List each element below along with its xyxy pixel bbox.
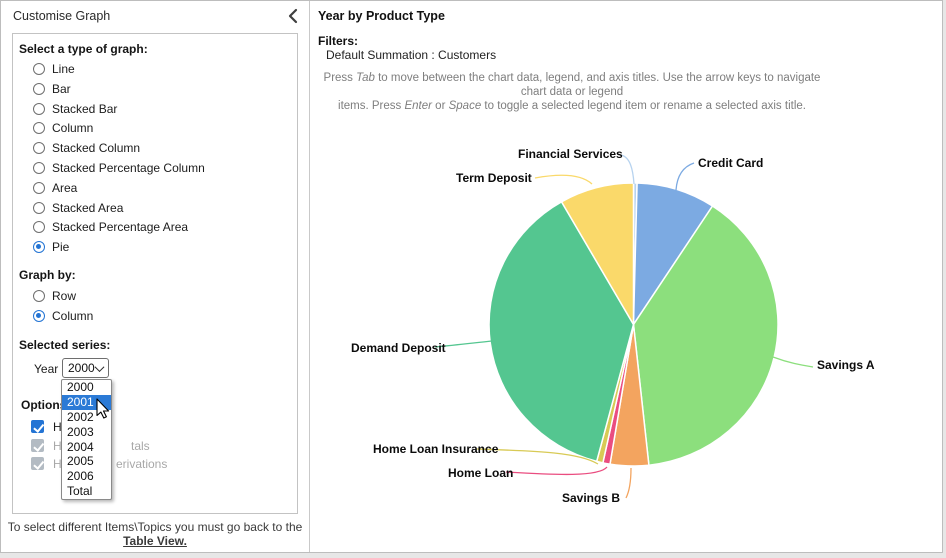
pie-slice-label-home-loan: Home Loan xyxy=(448,466,514,480)
checkbox-icon xyxy=(31,457,44,470)
footer-note: To select different Items\Topics you mus… xyxy=(1,520,309,548)
leader-line-savings-a xyxy=(772,356,814,368)
options-section-label: Options xyxy=(21,398,67,412)
graph-settings-box xyxy=(12,33,298,514)
radio-icon[interactable] xyxy=(33,181,45,194)
radio-icon[interactable] xyxy=(33,290,45,302)
radio-icon[interactable] xyxy=(33,142,45,155)
year-option-2000[interactable]: 2000 xyxy=(67,380,94,394)
year-option-2001[interactable]: 2001 xyxy=(62,394,111,410)
radio-label: Column xyxy=(52,308,94,323)
pie-slice-label-savings-b: Savings B xyxy=(562,491,621,505)
radio-option-row[interactable]: Row xyxy=(33,289,76,303)
leader-line-term-deposit xyxy=(534,174,593,185)
year-option-2004[interactable]: 2004 xyxy=(67,439,94,454)
pie-slice-label-credit-card: Credit Card xyxy=(698,156,764,170)
panel-title: Customise Graph xyxy=(13,9,111,23)
year-dropdown-list: 2000 2001 2002 2003 2004 2005 2006 Total xyxy=(61,379,112,501)
filters-value: Default Summation : Customers xyxy=(326,48,497,62)
footer-note-text: To select different Items\Topics you mus… xyxy=(7,520,303,534)
keyboard-hint-line2: items. Press Enter or Space to toggle a … xyxy=(338,100,806,112)
radio-option-stacked-percentage-area[interactable]: Stacked Percentage Area xyxy=(33,220,188,234)
radio-label: Area xyxy=(52,180,78,195)
radio-option-column[interactable]: Column xyxy=(33,309,93,323)
leader-line-financial-services xyxy=(620,154,635,185)
pie-slice-demand-deposit[interactable] xyxy=(488,201,635,463)
radio-icon[interactable] xyxy=(33,122,45,135)
year-option-2005[interactable]: 2005 xyxy=(67,454,94,469)
leader-line-credit-card xyxy=(675,162,695,191)
pie-slice-label-savings-a: Savings A xyxy=(817,358,875,372)
leader-line-home-loan-insurance xyxy=(476,448,599,465)
graph-by-section-label: Graph by: xyxy=(19,268,76,282)
year-option-2006[interactable]: 2006 xyxy=(67,469,94,484)
year-select[interactable]: 2000 xyxy=(62,358,109,378)
customise-graph-panel: Customise Graph Select a type of graph: … xyxy=(1,1,310,552)
pie-slice-label-term-deposit: Term Deposit xyxy=(456,171,532,185)
radio-icon[interactable] xyxy=(33,82,45,95)
table-view-link[interactable]: Table View. xyxy=(123,534,187,548)
option-checkbox-row: Hi xyxy=(31,457,64,471)
radio-label: Stacked Area xyxy=(52,200,124,215)
radio-label: Line xyxy=(52,62,75,76)
radio-option-area[interactable]: Area xyxy=(33,181,77,195)
chevron-left-icon xyxy=(288,8,298,24)
keyboard-hint-line1: Press Tab to move between the chart data… xyxy=(323,72,821,98)
radio-label: Stacked Bar xyxy=(52,101,118,116)
radio-icon[interactable] xyxy=(33,309,45,322)
radio-label: Row xyxy=(52,289,77,303)
radio-label: Stacked Percentage Column xyxy=(52,161,205,175)
option-checkbox-row[interactable]: Hi xyxy=(31,420,64,434)
radio-option-line[interactable]: Line xyxy=(33,62,75,76)
radio-option-stacked-bar[interactable]: Stacked Bar xyxy=(33,102,117,116)
year-option-2003[interactable]: 2003 xyxy=(67,424,94,439)
leader-line-demand-deposit xyxy=(434,340,493,348)
radio-label: Column xyxy=(52,121,94,136)
pie-slice-label-home-loan-insurance: Home Loan Insurance xyxy=(373,442,499,456)
collapse-panel-button[interactable] xyxy=(286,7,302,25)
checkbox-label-fragment-right: erivations xyxy=(116,457,168,471)
chart-title: Year by Product Type xyxy=(318,9,445,23)
radio-label: Pie xyxy=(52,240,70,255)
radio-option-stacked-area[interactable]: Stacked Area xyxy=(33,201,123,215)
radio-icon[interactable] xyxy=(33,241,45,254)
radio-label: Stacked Percentage Area xyxy=(52,220,189,235)
keyboard-hint: Press Tab to move between the chart data… xyxy=(317,71,827,113)
option-checkbox-row: Hi xyxy=(31,439,64,453)
radio-option-pie[interactable]: Pie xyxy=(33,240,69,254)
pie-slice-label-demand-deposit: Demand Deposit xyxy=(351,341,446,355)
radio-option-stacked-percentage-column[interactable]: Stacked Percentage Column xyxy=(33,161,205,175)
year-label: Year xyxy=(34,362,59,376)
radio-icon[interactable] xyxy=(33,162,45,174)
year-select-value: 2000 xyxy=(68,361,95,375)
radio-icon[interactable] xyxy=(33,201,45,214)
checkbox-icon[interactable] xyxy=(31,420,44,433)
radio-icon[interactable] xyxy=(33,221,45,234)
graph-type-section-label: Select a type of graph: xyxy=(19,42,148,56)
checkbox-label-fragment: Hi xyxy=(53,456,65,471)
pie-slice-label-financial-services: Financial Services xyxy=(518,147,623,161)
selected-series-section-label: Selected series: xyxy=(19,338,111,352)
filters-label: Filters: xyxy=(318,34,359,48)
checkbox-label-fragment-right: tals xyxy=(131,439,150,453)
radio-option-column[interactable]: Column xyxy=(33,121,93,135)
checkbox-label-fragment: Hi xyxy=(53,419,65,434)
year-option-total[interactable]: Total xyxy=(67,484,93,499)
radio-label: Bar xyxy=(52,81,71,96)
checkbox-label-fragment: Hi xyxy=(53,438,65,453)
radio-icon[interactable] xyxy=(33,63,45,75)
leader-line-home-loan xyxy=(505,466,608,476)
leader-line-savings-b xyxy=(625,467,632,499)
radio-option-stacked-column[interactable]: Stacked Column xyxy=(33,141,140,155)
radio-icon[interactable] xyxy=(33,102,45,115)
year-option-2002[interactable]: 2002 xyxy=(67,409,94,424)
checkbox-icon xyxy=(31,439,44,452)
radio-label: Stacked Column xyxy=(52,141,141,156)
radio-option-bar[interactable]: Bar xyxy=(33,82,71,96)
